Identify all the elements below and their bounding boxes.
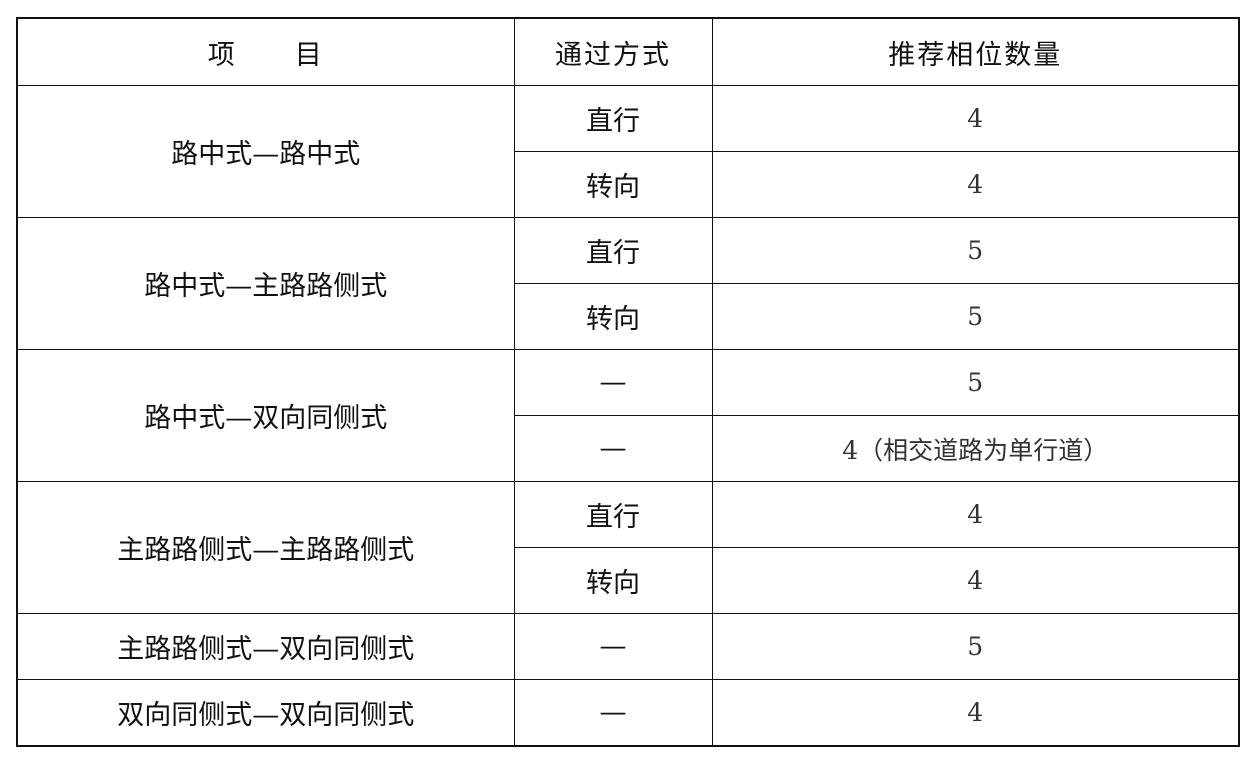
mode-cell: — [513,349,713,416]
mode-cell: — [513,415,713,482]
count-cell: 4 [711,151,1240,218]
item-cell: 路中式—双向同侧式 [16,349,515,482]
table-row: 路中式—路中式 直行 4 [16,85,1240,218]
count-cell: 4 [711,679,1240,747]
phase-table: 项 目 通过方式 推荐相位数量 路中式—路中式 直行 4 转向 4 路中式—主路路侧式 直行… [16,17,1240,747]
item-cell: 主路路侧式—主路路侧式 [16,481,515,614]
count-cell: 5 [711,349,1240,416]
mode-cell: 直行 [513,217,713,284]
table-row: 转向 5 [17,283,1240,350]
item-cell: 主路路侧式—双向同侧式 [16,613,515,680]
header-item: 项 目 [16,17,515,86]
header-count: 推荐相位数量 [711,17,1240,86]
table-row: 转向 4 [17,151,1240,218]
mode-cell: 转向 [513,151,713,218]
mode-cell: — [513,613,713,680]
mode-cell: 转向 [513,283,713,350]
item-cell: 双向同侧式—双向同侧式 [16,679,515,747]
table-row: 主路路侧式—双向同侧式 —5 [16,613,1240,680]
table-row: 双向同侧式—双向同侧式 —4 [16,679,1240,747]
mode-cell: 转向 [513,547,713,614]
table-row: 路中式—双向同侧式 —5 [16,349,1240,482]
count-cell: 4（相交道路为单行道） [711,415,1240,482]
table-row: —4（相交道路为单行道） [17,415,1240,482]
header-row: 项 目 通过方式 推荐相位数量 [16,17,1240,86]
count-cell: 5 [711,613,1240,680]
count-cell: 4 [711,481,1240,548]
mode-cell: — [513,679,713,747]
table-row: 主路路侧式—主路路侧式 直行 4 [16,481,1240,614]
table-row: 路中式—主路路侧式 直行 5 [16,217,1240,350]
count-cell: 4 [711,547,1240,614]
item-cell: 路中式—路中式 [16,85,515,218]
header-mode: 通过方式 [513,17,713,86]
count-cell: 4 [711,85,1240,152]
count-cell: 5 [711,283,1240,350]
count-cell: 5 [711,217,1240,284]
mode-cell: 直行 [513,85,713,152]
mode-cell: 直行 [513,481,713,548]
item-cell: 路中式—主路路侧式 [16,217,515,350]
table-row: 转向 4 [17,547,1240,614]
